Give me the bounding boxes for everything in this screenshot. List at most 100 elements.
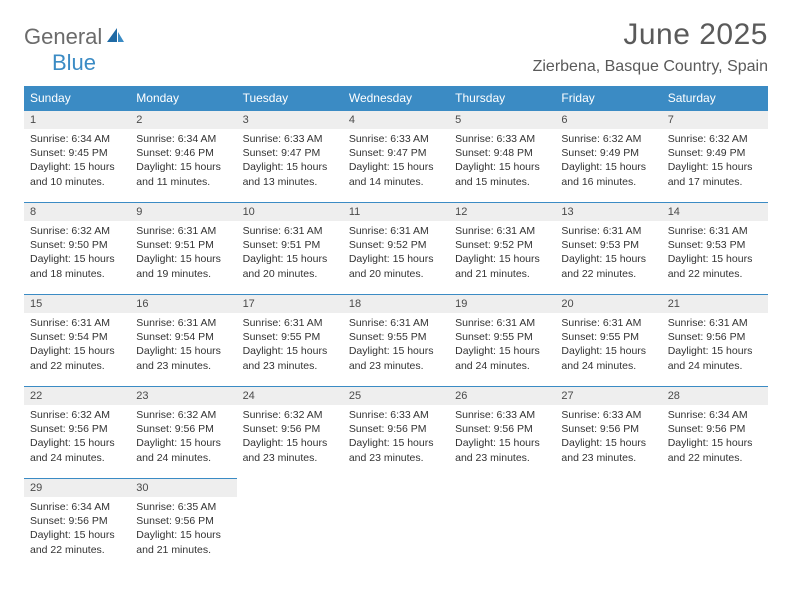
- calendar-cell: 14Sunrise: 6:31 AMSunset: 9:53 PMDayligh…: [662, 203, 768, 295]
- day-number: 5: [449, 111, 555, 129]
- day-details: Sunrise: 6:31 AMSunset: 9:55 PMDaylight:…: [555, 313, 661, 379]
- calendar-cell: 6Sunrise: 6:32 AMSunset: 9:49 PMDaylight…: [555, 111, 661, 203]
- day-details: Sunrise: 6:32 AMSunset: 9:50 PMDaylight:…: [24, 221, 130, 287]
- calendar-cell: 7Sunrise: 6:32 AMSunset: 9:49 PMDaylight…: [662, 111, 768, 203]
- day-number: 24: [237, 387, 343, 405]
- day-number: 11: [343, 203, 449, 221]
- calendar-cell: 10Sunrise: 6:31 AMSunset: 9:51 PMDayligh…: [237, 203, 343, 295]
- day-header: Friday: [555, 86, 661, 111]
- calendar-cell: [237, 479, 343, 571]
- day-details: Sunrise: 6:32 AMSunset: 9:56 PMDaylight:…: [237, 405, 343, 471]
- calendar-cell: 28Sunrise: 6:34 AMSunset: 9:56 PMDayligh…: [662, 387, 768, 479]
- calendar-cell: 20Sunrise: 6:31 AMSunset: 9:55 PMDayligh…: [555, 295, 661, 387]
- day-details: Sunrise: 6:31 AMSunset: 9:52 PMDaylight:…: [449, 221, 555, 287]
- day-details: Sunrise: 6:34 AMSunset: 9:56 PMDaylight:…: [662, 405, 768, 471]
- day-details: Sunrise: 6:32 AMSunset: 9:49 PMDaylight:…: [555, 129, 661, 195]
- day-details: Sunrise: 6:33 AMSunset: 9:47 PMDaylight:…: [343, 129, 449, 195]
- calendar-table: SundayMondayTuesdayWednesdayThursdayFrid…: [24, 86, 768, 571]
- calendar-cell: 24Sunrise: 6:32 AMSunset: 9:56 PMDayligh…: [237, 387, 343, 479]
- day-details: Sunrise: 6:31 AMSunset: 9:52 PMDaylight:…: [343, 221, 449, 287]
- day-number: 9: [130, 203, 236, 221]
- day-number: 28: [662, 387, 768, 405]
- day-details: Sunrise: 6:31 AMSunset: 9:51 PMDaylight:…: [130, 221, 236, 287]
- calendar-cell: 30Sunrise: 6:35 AMSunset: 9:56 PMDayligh…: [130, 479, 236, 571]
- logo-text-part2: Blue: [24, 50, 96, 75]
- day-details: Sunrise: 6:33 AMSunset: 9:48 PMDaylight:…: [449, 129, 555, 195]
- header: General Blue June 2025 Zierbena, Basque …: [24, 18, 768, 76]
- day-header: Monday: [130, 86, 236, 111]
- calendar-cell: [555, 479, 661, 571]
- day-details: Sunrise: 6:34 AMSunset: 9:45 PMDaylight:…: [24, 129, 130, 195]
- day-details: Sunrise: 6:31 AMSunset: 9:53 PMDaylight:…: [662, 221, 768, 287]
- day-number: 21: [662, 295, 768, 313]
- calendar-week-row: 1Sunrise: 6:34 AMSunset: 9:45 PMDaylight…: [24, 111, 768, 203]
- calendar-cell: 2Sunrise: 6:34 AMSunset: 9:46 PMDaylight…: [130, 111, 236, 203]
- calendar-cell: 11Sunrise: 6:31 AMSunset: 9:52 PMDayligh…: [343, 203, 449, 295]
- calendar-cell: 17Sunrise: 6:31 AMSunset: 9:55 PMDayligh…: [237, 295, 343, 387]
- logo-text: General Blue: [24, 24, 125, 76]
- day-number: 18: [343, 295, 449, 313]
- day-header: Saturday: [662, 86, 768, 111]
- day-details: Sunrise: 6:35 AMSunset: 9:56 PMDaylight:…: [130, 497, 236, 563]
- day-number: 12: [449, 203, 555, 221]
- logo-text-part1: General: [24, 24, 102, 49]
- day-details: Sunrise: 6:31 AMSunset: 9:54 PMDaylight:…: [130, 313, 236, 379]
- day-details: Sunrise: 6:31 AMSunset: 9:51 PMDaylight:…: [237, 221, 343, 287]
- day-number: 17: [237, 295, 343, 313]
- day-header: Wednesday: [343, 86, 449, 111]
- day-header: Thursday: [449, 86, 555, 111]
- calendar-cell: 19Sunrise: 6:31 AMSunset: 9:55 PMDayligh…: [449, 295, 555, 387]
- day-details: Sunrise: 6:31 AMSunset: 9:55 PMDaylight:…: [237, 313, 343, 379]
- calendar-cell: 4Sunrise: 6:33 AMSunset: 9:47 PMDaylight…: [343, 111, 449, 203]
- calendar-cell: 9Sunrise: 6:31 AMSunset: 9:51 PMDaylight…: [130, 203, 236, 295]
- title-block: June 2025 Zierbena, Basque Country, Spai…: [533, 18, 768, 76]
- calendar-body: 1Sunrise: 6:34 AMSunset: 9:45 PMDaylight…: [24, 111, 768, 571]
- day-number: 16: [130, 295, 236, 313]
- calendar-week-row: 15Sunrise: 6:31 AMSunset: 9:54 PMDayligh…: [24, 295, 768, 387]
- day-number: 30: [130, 479, 236, 497]
- calendar-cell: [662, 479, 768, 571]
- calendar-week-row: 29Sunrise: 6:34 AMSunset: 9:56 PMDayligh…: [24, 479, 768, 571]
- day-number: 7: [662, 111, 768, 129]
- calendar-cell: [449, 479, 555, 571]
- day-number: 3: [237, 111, 343, 129]
- day-number: 15: [24, 295, 130, 313]
- calendar-cell: 5Sunrise: 6:33 AMSunset: 9:48 PMDaylight…: [449, 111, 555, 203]
- day-details: Sunrise: 6:33 AMSunset: 9:47 PMDaylight:…: [237, 129, 343, 195]
- calendar-cell: 3Sunrise: 6:33 AMSunset: 9:47 PMDaylight…: [237, 111, 343, 203]
- day-number: 23: [130, 387, 236, 405]
- day-number: 2: [130, 111, 236, 129]
- day-details: Sunrise: 6:31 AMSunset: 9:55 PMDaylight:…: [449, 313, 555, 379]
- day-number: 27: [555, 387, 661, 405]
- day-number: 20: [555, 295, 661, 313]
- day-details: Sunrise: 6:33 AMSunset: 9:56 PMDaylight:…: [555, 405, 661, 471]
- calendar-week-row: 8Sunrise: 6:32 AMSunset: 9:50 PMDaylight…: [24, 203, 768, 295]
- calendar-cell: 22Sunrise: 6:32 AMSunset: 9:56 PMDayligh…: [24, 387, 130, 479]
- day-number: 19: [449, 295, 555, 313]
- day-number: 14: [662, 203, 768, 221]
- day-number: 4: [343, 111, 449, 129]
- day-number: 25: [343, 387, 449, 405]
- day-details: Sunrise: 6:31 AMSunset: 9:53 PMDaylight:…: [555, 221, 661, 287]
- day-details: Sunrise: 6:31 AMSunset: 9:54 PMDaylight:…: [24, 313, 130, 379]
- day-number: 22: [24, 387, 130, 405]
- calendar-cell: 13Sunrise: 6:31 AMSunset: 9:53 PMDayligh…: [555, 203, 661, 295]
- day-details: Sunrise: 6:31 AMSunset: 9:55 PMDaylight:…: [343, 313, 449, 379]
- day-number: 6: [555, 111, 661, 129]
- day-number: 10: [237, 203, 343, 221]
- calendar-cell: 27Sunrise: 6:33 AMSunset: 9:56 PMDayligh…: [555, 387, 661, 479]
- day-number: 26: [449, 387, 555, 405]
- calendar-cell: 29Sunrise: 6:34 AMSunset: 9:56 PMDayligh…: [24, 479, 130, 571]
- calendar-week-row: 22Sunrise: 6:32 AMSunset: 9:56 PMDayligh…: [24, 387, 768, 479]
- day-header-row: SundayMondayTuesdayWednesdayThursdayFrid…: [24, 86, 768, 111]
- day-details: Sunrise: 6:34 AMSunset: 9:46 PMDaylight:…: [130, 129, 236, 195]
- calendar-cell: 16Sunrise: 6:31 AMSunset: 9:54 PMDayligh…: [130, 295, 236, 387]
- day-details: Sunrise: 6:31 AMSunset: 9:56 PMDaylight:…: [662, 313, 768, 379]
- location-subtitle: Zierbena, Basque Country, Spain: [533, 58, 768, 76]
- day-header: Tuesday: [237, 86, 343, 111]
- calendar-cell: 21Sunrise: 6:31 AMSunset: 9:56 PMDayligh…: [662, 295, 768, 387]
- calendar-cell: 18Sunrise: 6:31 AMSunset: 9:55 PMDayligh…: [343, 295, 449, 387]
- day-details: Sunrise: 6:34 AMSunset: 9:56 PMDaylight:…: [24, 497, 130, 563]
- day-number: 29: [24, 479, 130, 497]
- day-details: Sunrise: 6:32 AMSunset: 9:56 PMDaylight:…: [24, 405, 130, 471]
